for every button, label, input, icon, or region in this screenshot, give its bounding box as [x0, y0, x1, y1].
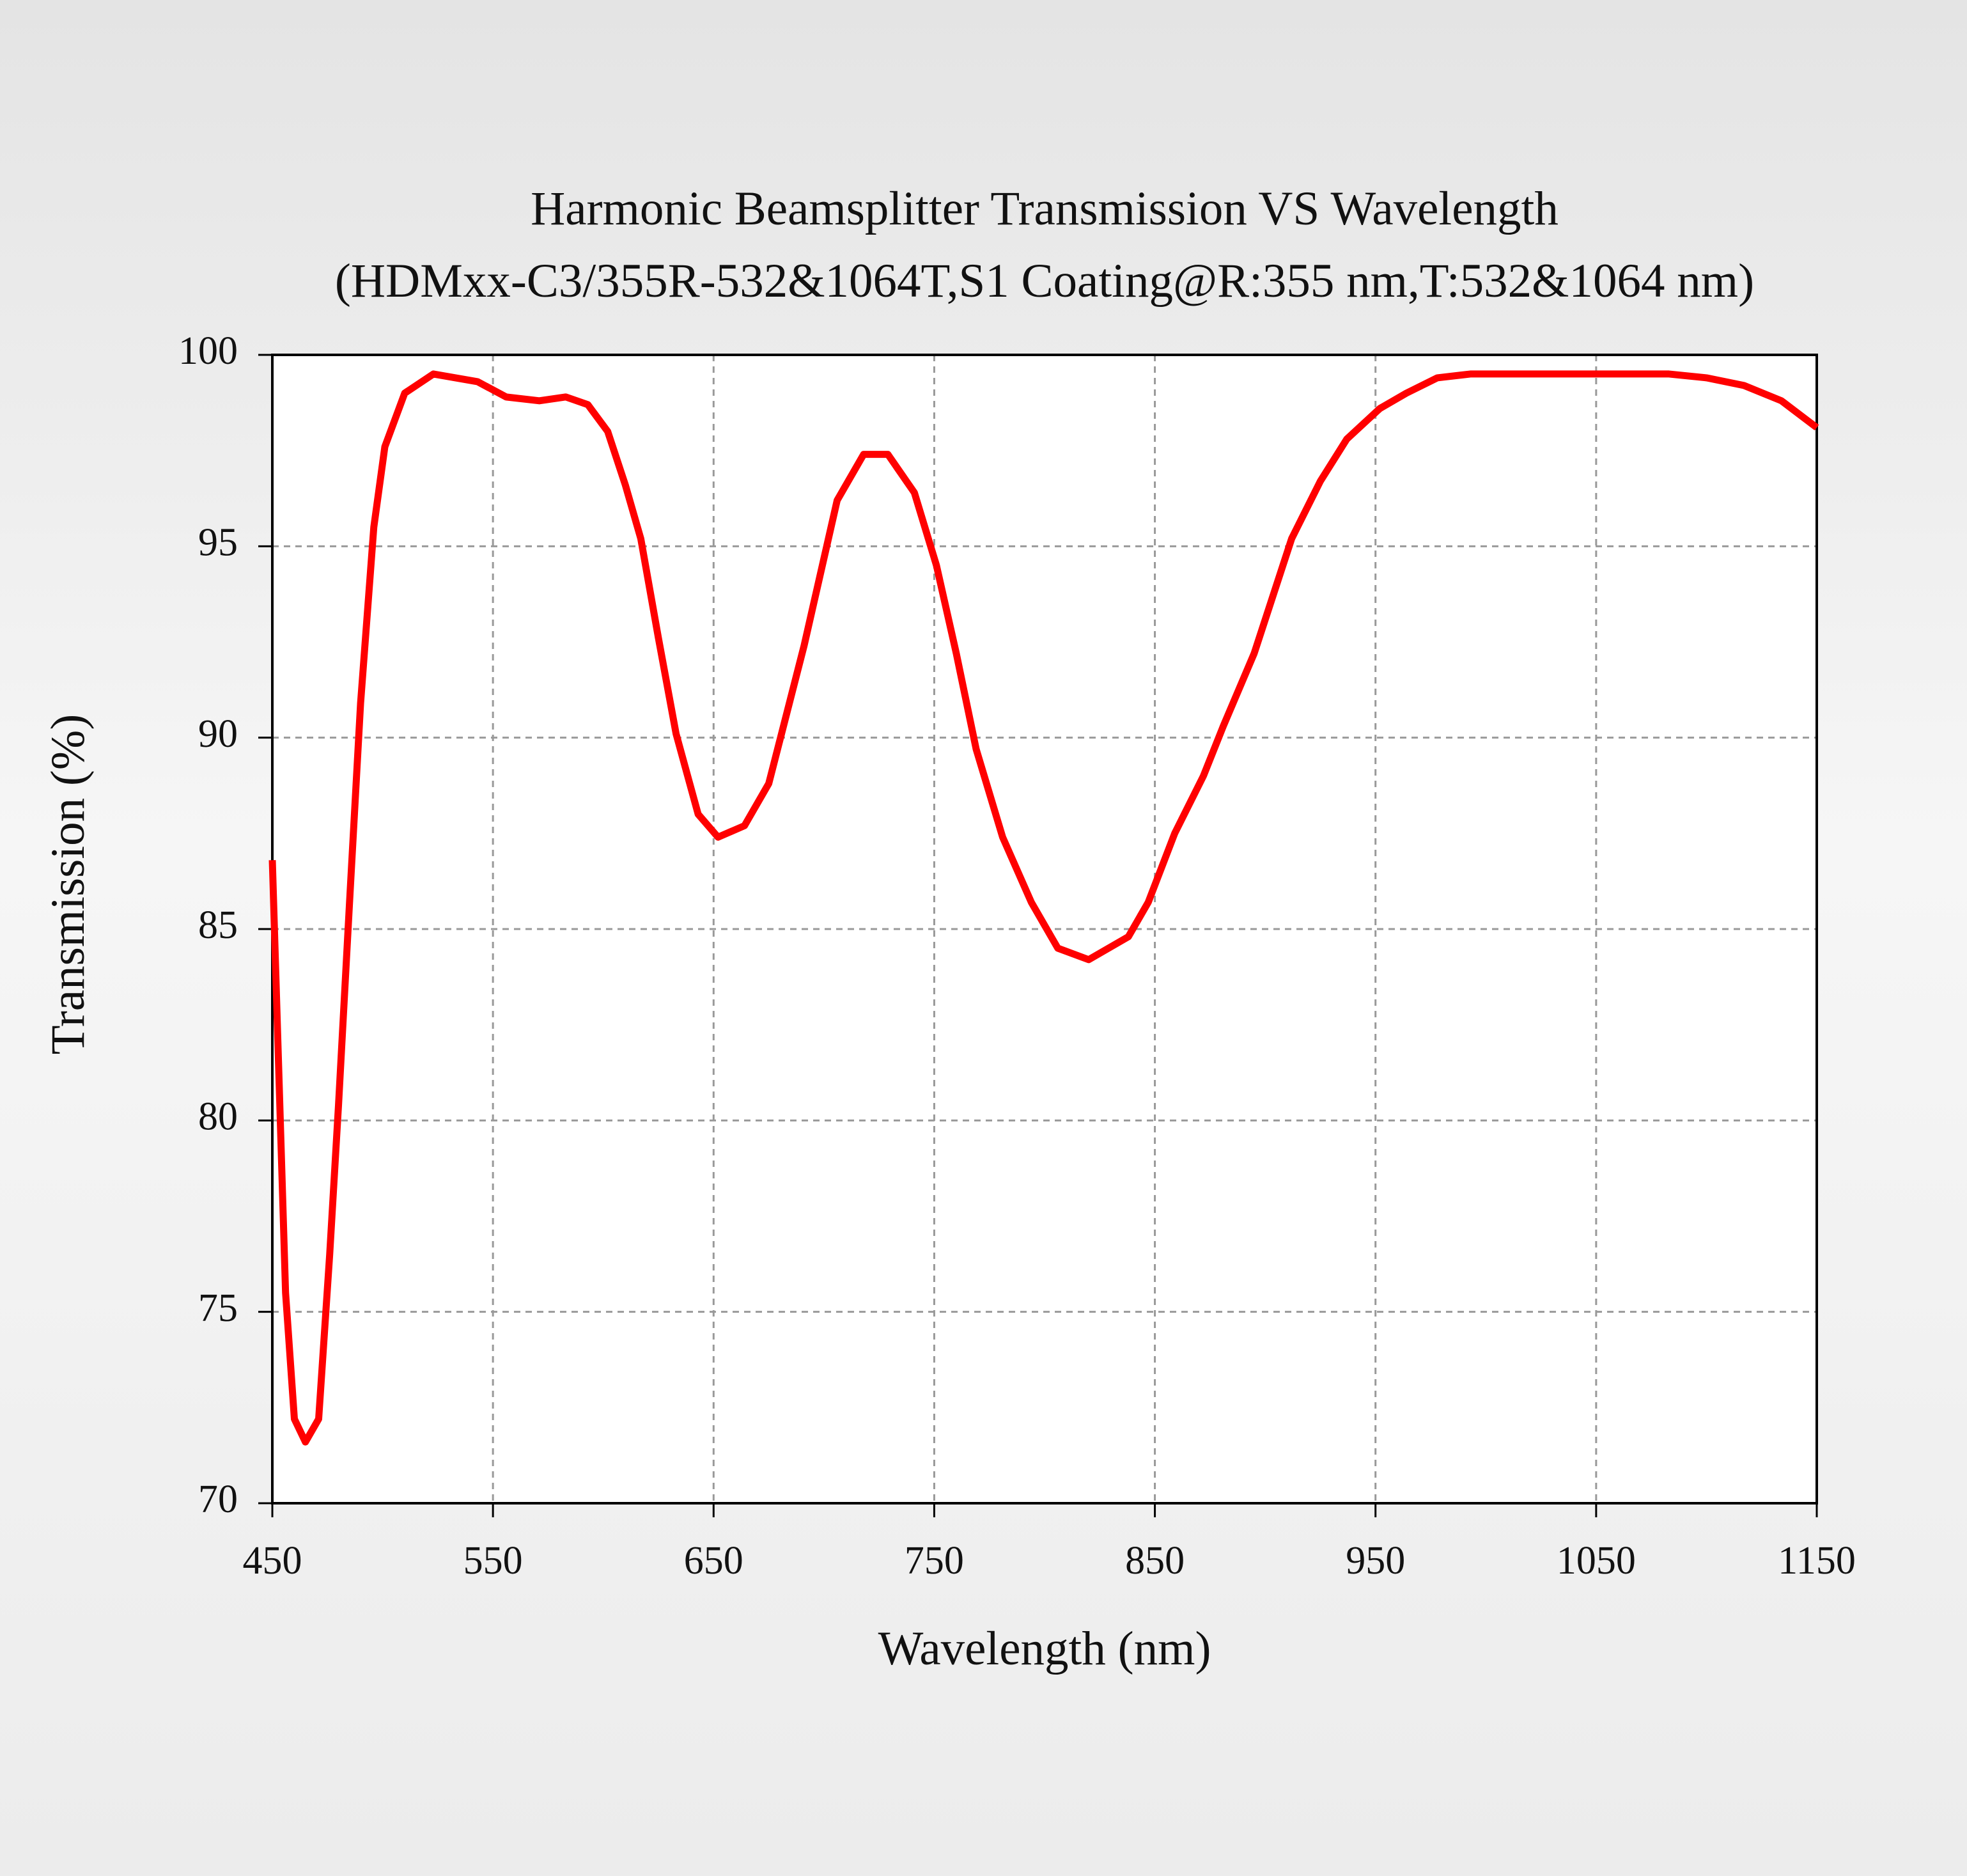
y-tick-label: 85 — [198, 903, 238, 947]
y-tick-label: 100 — [178, 329, 238, 373]
data-line — [268, 370, 1819, 1446]
x-axis-label: Wavelength (nm) — [878, 1622, 1211, 1675]
x-tick-label: 1050 — [1557, 1539, 1636, 1583]
x-tick-label: 1150 — [1778, 1539, 1856, 1583]
y-tick-label: 70 — [198, 1478, 238, 1521]
chart-subtitle: (HDMxx-C3/355R-532&1064T,S1 Coating@R:35… — [335, 254, 1754, 308]
y-tick-label: 95 — [198, 521, 238, 565]
y-tick-label: 75 — [198, 1286, 238, 1330]
x-tick-label: 950 — [1346, 1539, 1405, 1583]
x-tick-label: 850 — [1125, 1539, 1185, 1583]
x-tick-label: 750 — [905, 1539, 964, 1583]
y-tick-label: 80 — [198, 1095, 238, 1139]
y-axis-label: Transmission (%) — [42, 714, 95, 1055]
x-tick-label: 650 — [684, 1539, 743, 1583]
y-tick-label: 90 — [198, 712, 238, 756]
x-tick-label: 550 — [463, 1539, 523, 1583]
chart-title: Harmonic Beamsplitter Transmission VS Wa… — [531, 182, 1559, 235]
x-tick-label: 450 — [243, 1539, 302, 1583]
